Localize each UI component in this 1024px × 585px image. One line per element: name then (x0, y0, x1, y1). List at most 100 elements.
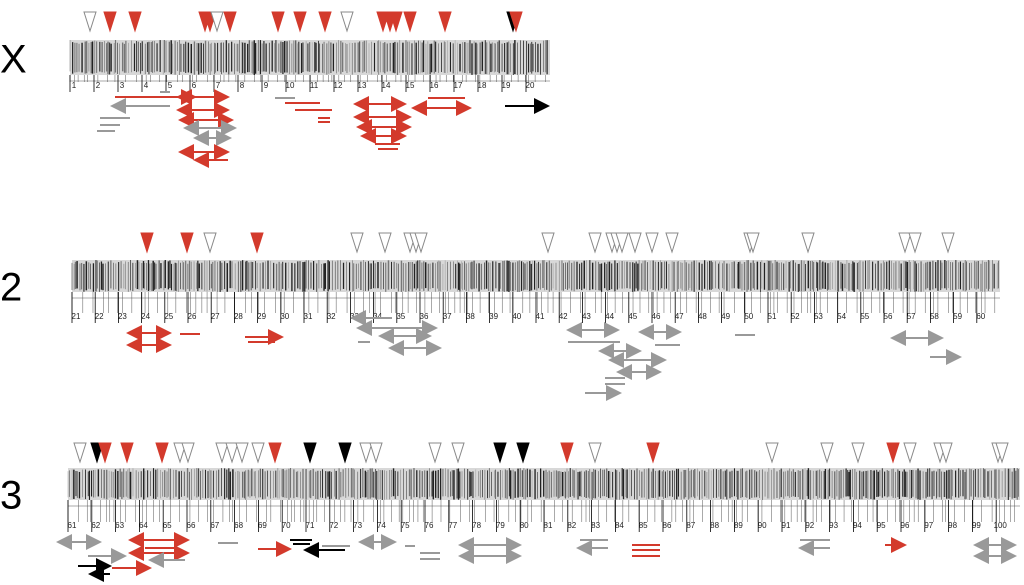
insertion-triangle (801, 232, 815, 254)
division-number: 65 (163, 521, 172, 530)
division-number: 20 (526, 81, 535, 90)
division-number: 60 (976, 312, 985, 321)
insertion-triangle (403, 11, 417, 33)
division-number: 28 (234, 312, 243, 321)
division-number: 21 (72, 312, 81, 321)
insertion-triangle (318, 11, 332, 33)
division-number: 56 (884, 312, 893, 321)
insertion-triangle (414, 232, 428, 254)
division-number: 48 (698, 312, 707, 321)
division-number: 36 (420, 312, 429, 321)
division-number: 77 (448, 521, 457, 530)
division-number: 90 (758, 521, 767, 530)
division-number: 67 (210, 521, 219, 530)
division-number: 34 (373, 312, 382, 321)
insertion-triangle (235, 442, 249, 464)
insertion-triangle (908, 232, 922, 254)
division-number: 100 (994, 521, 1008, 530)
insertion-triangle (628, 232, 642, 254)
division-number: 25 (164, 312, 173, 321)
insertion-triangle (378, 232, 392, 254)
division-number: 16 (430, 81, 439, 90)
division-number: 93 (829, 521, 838, 530)
division-number: 12 (334, 81, 343, 90)
division-number: 15 (406, 81, 415, 90)
division-number: 32 (327, 312, 336, 321)
division-number: 46 (652, 312, 661, 321)
insertion-triangle (155, 442, 169, 464)
division-number: 24 (141, 312, 150, 321)
insertion-triangle (886, 442, 900, 464)
division-number: 66 (187, 521, 196, 530)
division-number: 81 (544, 521, 553, 530)
insertion-triangle (493, 442, 507, 464)
division-number: 95 (877, 521, 886, 530)
division-number: 43 (582, 312, 591, 321)
division-number: 86 (663, 521, 672, 530)
division-number: 18 (478, 81, 487, 90)
insertion-triangle (541, 232, 555, 254)
insertion-triangle (268, 442, 282, 464)
insertion-triangle (181, 442, 195, 464)
insertion-triangle (250, 232, 264, 254)
division-number: 85 (639, 521, 648, 530)
division-number: 42 (559, 312, 568, 321)
insertion-triangle (898, 232, 912, 254)
division-number: 7 (216, 81, 221, 90)
division-number: 51 (768, 312, 777, 321)
division-number: 82 (567, 521, 576, 530)
division-number: 29 (257, 312, 266, 321)
insertion-triangle (128, 11, 142, 33)
insertion-triangle (451, 442, 465, 464)
division-number: 49 (721, 312, 730, 321)
division-number: 53 (814, 312, 823, 321)
division-number: 33 (350, 312, 359, 321)
division-number: 4 (144, 81, 149, 90)
insertion-triangle (98, 442, 112, 464)
insertion-triangle (851, 442, 865, 464)
insertion-triangle (140, 232, 154, 254)
insertion-triangle (941, 232, 955, 254)
division-number: 55 (860, 312, 869, 321)
division-number: 50 (744, 312, 753, 321)
insertion-triangle (103, 11, 117, 33)
division-number: 61 (68, 521, 77, 530)
division-number: 23 (118, 312, 127, 321)
division-number: 69 (258, 521, 267, 530)
division-number: 19 (502, 81, 511, 90)
division-number: 68 (234, 521, 243, 530)
insertion-triangle (588, 442, 602, 464)
insertion-triangle (225, 442, 239, 464)
insertion-triangle (203, 232, 217, 254)
division-number: 30 (280, 312, 289, 321)
division-number: 17 (454, 81, 463, 90)
division-number: 63 (115, 521, 124, 530)
insertion-triangle (180, 232, 194, 254)
division-number: 37 (443, 312, 452, 321)
division-number: 62 (91, 521, 100, 530)
insertion-triangle (509, 11, 523, 33)
division-number: 5 (168, 81, 173, 90)
division-number: 45 (628, 312, 637, 321)
division-number: 98 (948, 521, 957, 530)
division-number: 94 (853, 521, 862, 530)
division-number: 38 (466, 312, 475, 321)
insertion-triangle (350, 232, 364, 254)
division-number: 3 (120, 81, 125, 90)
division-number: 26 (188, 312, 197, 321)
division-number: 74 (377, 521, 386, 530)
division-number: 96 (901, 521, 910, 530)
division-number: 75 (401, 521, 410, 530)
insertion-triangle (903, 442, 917, 464)
arm-label: 3 (0, 474, 22, 518)
insertion-triangle (389, 11, 403, 33)
division-number: 87 (686, 521, 695, 530)
division-number: 2 (96, 81, 101, 90)
insertion-triangle (939, 442, 953, 464)
division-number: 27 (211, 312, 220, 321)
division-number: 79 (496, 521, 505, 530)
division-number: 78 (472, 521, 481, 530)
division-number: 54 (837, 312, 846, 321)
insertion-triangle (251, 442, 265, 464)
